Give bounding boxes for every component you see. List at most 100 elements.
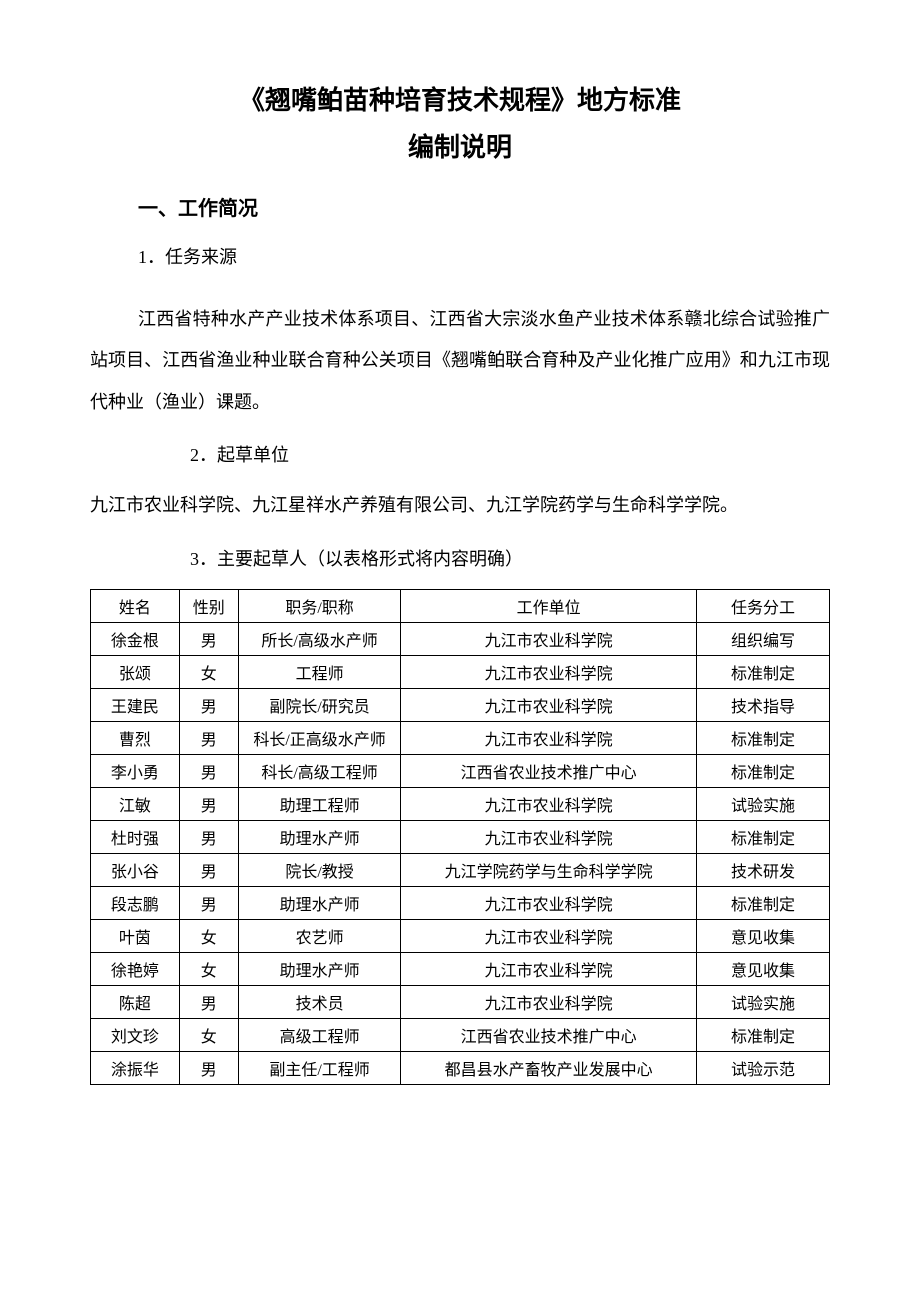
table-row: 杜时强男助理水产师九江市农业科学院标准制定 xyxy=(91,820,830,853)
document-title-sub: 编制说明 xyxy=(90,127,830,164)
table-cell: 男 xyxy=(179,886,238,919)
table-cell: 段志鹏 xyxy=(91,886,180,919)
table-cell: 试验实施 xyxy=(696,985,829,1018)
table-row: 徐艳婷女助理水产师九江市农业科学院意见收集 xyxy=(91,952,830,985)
table-cell: 技术研发 xyxy=(696,853,829,886)
table-cell: 技术指导 xyxy=(696,688,829,721)
table-row: 徐金根男所长/高级水产师九江市农业科学院组织编写 xyxy=(91,622,830,655)
table-cell: 试验实施 xyxy=(696,787,829,820)
table-cell: 标准制定 xyxy=(696,820,829,853)
table-row: 刘文珍女高级工程师江西省农业技术推广中心标准制定 xyxy=(91,1018,830,1051)
document-root: 《翘嘴鲌苗种培育技术规程》地方标准 编制说明 一、工作简况 1．任务来源 江西省… xyxy=(90,80,830,1085)
table-cell: 都昌县水产畜牧产业发展中心 xyxy=(401,1051,697,1084)
table-header-cell: 性别 xyxy=(179,589,238,622)
sub-heading-1-1: 1．任务来源 xyxy=(90,243,830,269)
table-cell: 科长/高级工程师 xyxy=(238,754,401,787)
table-row: 张小谷男院长/教授九江学院药学与生命科学学院技术研发 xyxy=(91,853,830,886)
table-cell: 标准制定 xyxy=(696,754,829,787)
table-cell: 江西省农业技术推广中心 xyxy=(401,1018,697,1051)
table-cell: 陈超 xyxy=(91,985,180,1018)
table-cell: 标准制定 xyxy=(696,886,829,919)
table-row: 李小勇男科长/高级工程师江西省农业技术推广中心标准制定 xyxy=(91,754,830,787)
table-cell: 助理水产师 xyxy=(238,886,401,919)
table-cell: 张小谷 xyxy=(91,853,180,886)
table-cell: 王建民 xyxy=(91,688,180,721)
table-cell: 男 xyxy=(179,787,238,820)
table-cell: 杜时强 xyxy=(91,820,180,853)
table-header-cell: 职务/职称 xyxy=(238,589,401,622)
table-row: 张颂女工程师九江市农业科学院标准制定 xyxy=(91,655,830,688)
table-cell: 男 xyxy=(179,754,238,787)
table-cell: 科长/正高级水产师 xyxy=(238,721,401,754)
table-cell: 李小勇 xyxy=(91,754,180,787)
table-header-cell: 工作单位 xyxy=(401,589,697,622)
table-body: 徐金根男所长/高级水产师九江市农业科学院组织编写张颂女工程师九江市农业科学院标准… xyxy=(91,622,830,1084)
table-row: 段志鹏男助理水产师九江市农业科学院标准制定 xyxy=(91,886,830,919)
table-row: 叶茵女农艺师九江市农业科学院意见收集 xyxy=(91,919,830,952)
table-header-cell: 姓名 xyxy=(91,589,180,622)
table-header-row: 姓名 性别 职务/职称 工作单位 任务分工 xyxy=(91,589,830,622)
sub-heading-1-3: 3．主要起草人（以表格形式将内容明确） xyxy=(90,545,830,571)
table-cell: 女 xyxy=(179,919,238,952)
table-cell: 助理工程师 xyxy=(238,787,401,820)
table-cell: 男 xyxy=(179,820,238,853)
table-cell: 江敏 xyxy=(91,787,180,820)
table-cell: 男 xyxy=(179,721,238,754)
table-cell: 工程师 xyxy=(238,655,401,688)
table-cell: 助理水产师 xyxy=(238,952,401,985)
table-cell: 九江市农业科学院 xyxy=(401,886,697,919)
table-cell: 标准制定 xyxy=(696,721,829,754)
table-cell: 男 xyxy=(179,1051,238,1084)
table-cell: 技术员 xyxy=(238,985,401,1018)
table-header-cell: 任务分工 xyxy=(696,589,829,622)
table-cell: 九江市农业科学院 xyxy=(401,985,697,1018)
table-cell: 副主任/工程师 xyxy=(238,1051,401,1084)
table-cell: 徐金根 xyxy=(91,622,180,655)
table-cell: 试验示范 xyxy=(696,1051,829,1084)
paragraph-1-1: 江西省特种水产产业技术体系项目、江西省大宗淡水鱼产业技术体系赣北综合试验推广站项… xyxy=(90,299,830,423)
table-cell: 标准制定 xyxy=(696,1018,829,1051)
table-row: 江敏男助理工程师九江市农业科学院试验实施 xyxy=(91,787,830,820)
table-cell: 女 xyxy=(179,1018,238,1051)
table-cell: 张颂 xyxy=(91,655,180,688)
table-row: 曹烈男科长/正高级水产师九江市农业科学院标准制定 xyxy=(91,721,830,754)
table-cell: 男 xyxy=(179,985,238,1018)
table-cell: 江西省农业技术推广中心 xyxy=(401,754,697,787)
table-row: 陈超男技术员九江市农业科学院试验实施 xyxy=(91,985,830,1018)
table-cell: 男 xyxy=(179,688,238,721)
table-cell: 助理水产师 xyxy=(238,820,401,853)
section-heading-1: 一、工作简况 xyxy=(90,192,830,221)
table-cell: 曹烈 xyxy=(91,721,180,754)
table-cell: 意见收集 xyxy=(696,919,829,952)
table-cell: 高级工程师 xyxy=(238,1018,401,1051)
table-cell: 九江市农业科学院 xyxy=(401,919,697,952)
table-cell: 男 xyxy=(179,622,238,655)
table-cell: 九江市农业科学院 xyxy=(401,820,697,853)
table-row: 涂振华男副主任/工程师都昌县水产畜牧产业发展中心试验示范 xyxy=(91,1051,830,1084)
paragraph-1-2: 九江市农业科学院、九江星祥水产养殖有限公司、九江学院药学与生命科学学院。 xyxy=(90,485,830,526)
table-cell: 副院长/研究员 xyxy=(238,688,401,721)
table-cell: 男 xyxy=(179,853,238,886)
table-row: 王建民男副院长/研究员九江市农业科学院技术指导 xyxy=(91,688,830,721)
table-cell: 九江市农业科学院 xyxy=(401,688,697,721)
table-cell: 标准制定 xyxy=(696,655,829,688)
table-cell: 九江市农业科学院 xyxy=(401,787,697,820)
table-cell: 九江市农业科学院 xyxy=(401,952,697,985)
table-cell: 所长/高级水产师 xyxy=(238,622,401,655)
table-cell: 农艺师 xyxy=(238,919,401,952)
table-cell: 徐艳婷 xyxy=(91,952,180,985)
table-cell: 女 xyxy=(179,655,238,688)
table-cell: 院长/教授 xyxy=(238,853,401,886)
table-cell: 叶茵 xyxy=(91,919,180,952)
table-cell: 意见收集 xyxy=(696,952,829,985)
table-cell: 九江市农业科学院 xyxy=(401,655,697,688)
table-cell: 九江学院药学与生命科学学院 xyxy=(401,853,697,886)
table-cell: 女 xyxy=(179,952,238,985)
sub-heading-1-2: 2．起草单位 xyxy=(90,441,830,467)
table-cell: 九江市农业科学院 xyxy=(401,721,697,754)
table-cell: 九江市农业科学院 xyxy=(401,622,697,655)
table-cell: 刘文珍 xyxy=(91,1018,180,1051)
document-title-main: 《翘嘴鲌苗种培育技术规程》地方标准 xyxy=(90,80,830,117)
table-cell: 涂振华 xyxy=(91,1051,180,1084)
table-cell: 组织编写 xyxy=(696,622,829,655)
